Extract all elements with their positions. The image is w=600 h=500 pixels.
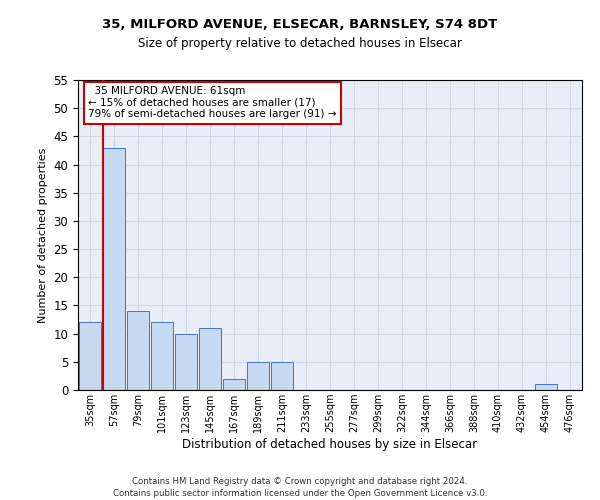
Bar: [175, 334, 197, 390]
Bar: [535, 384, 557, 390]
Text: 35 MILFORD AVENUE: 61sqm
← 15% of detached houses are smaller (17)
79% of semi-d: 35 MILFORD AVENUE: 61sqm ← 15% of detach…: [88, 86, 337, 120]
Y-axis label: Number of detached properties: Number of detached properties: [38, 148, 48, 322]
X-axis label: Distribution of detached houses by size in Elsecar: Distribution of detached houses by size …: [182, 438, 478, 451]
Bar: [79, 322, 101, 390]
Bar: [127, 311, 149, 390]
Text: Contains HM Land Registry data © Crown copyright and database right 2024.
Contai: Contains HM Land Registry data © Crown c…: [113, 476, 487, 498]
Bar: [103, 148, 125, 390]
Text: 35, MILFORD AVENUE, ELSECAR, BARNSLEY, S74 8DT: 35, MILFORD AVENUE, ELSECAR, BARNSLEY, S…: [103, 18, 497, 30]
Bar: [199, 328, 221, 390]
Bar: [151, 322, 173, 390]
Bar: [247, 362, 269, 390]
Text: Size of property relative to detached houses in Elsecar: Size of property relative to detached ho…: [138, 38, 462, 51]
Bar: [271, 362, 293, 390]
Bar: [223, 378, 245, 390]
